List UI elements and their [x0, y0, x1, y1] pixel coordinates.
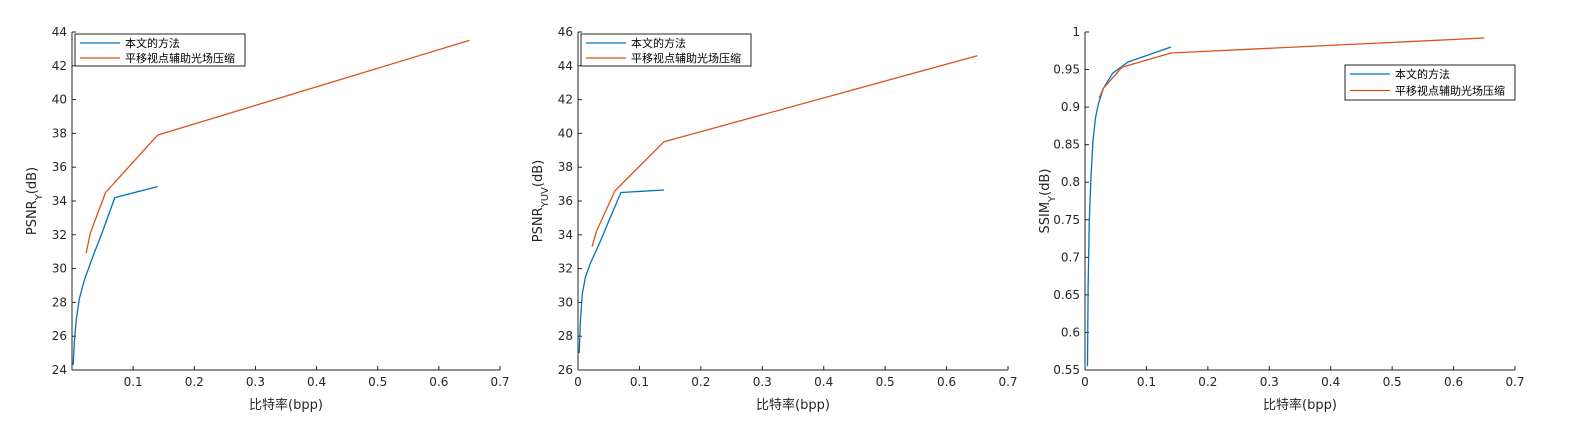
y-tick-label: 42	[52, 59, 67, 73]
y-tick-label: 0.85	[1053, 138, 1080, 152]
y-axis-label-main: PSNR	[531, 207, 546, 242]
x-tick-label: 0.1	[1137, 375, 1156, 389]
y-axis-label-unit: (dB)	[531, 160, 546, 187]
chart-ssim-y: 0 0.1 0.2 0.3 0.4 0.5 0.6 0.7 0.55 0.6 0.65 0.7 0.75…	[1038, 25, 1525, 413]
y-tick-label: 0.95	[1053, 63, 1080, 77]
x-tick-label: 0.5	[1383, 375, 1402, 389]
x-tick-label: 0.4	[307, 375, 326, 389]
y-axis-label-sub: Y	[34, 193, 45, 201]
x-tick-label: 0.5	[368, 375, 387, 389]
x-tick-label: 0.6	[429, 375, 448, 389]
x-tick-label: 0.6	[937, 375, 956, 389]
x-tick-label: 0.7	[998, 375, 1017, 389]
x-axis-label: 比特率(bpp)	[1263, 397, 1337, 413]
y-axis-label: PSNRY(dB)	[25, 167, 45, 235]
y-tick-label: 38	[52, 126, 67, 140]
y-tick-label: 30	[52, 262, 67, 276]
legend-entry: 平移视点辅助光场压缩	[125, 51, 235, 65]
y-tick-label: 0.75	[1053, 213, 1080, 227]
legend-box	[580, 33, 752, 67]
y-tick-label: 1	[1072, 25, 1080, 39]
y-tick-label: 44	[52, 25, 67, 39]
x-tick-label: 0.7	[490, 375, 509, 389]
legend-box	[74, 33, 246, 67]
y-tick-label: 32	[558, 262, 573, 276]
x-tick-label: 0.4	[1321, 375, 1340, 389]
y-axis-label: SSIMY(dB)	[1038, 169, 1058, 234]
series-line-proposed	[1086, 46, 1172, 367]
x-tick-label: 0	[574, 375, 582, 389]
series-line-proposed	[578, 189, 665, 354]
y-tick-label: 34	[52, 194, 67, 208]
y-axis-label-sub: YUV	[540, 187, 551, 208]
legend-entry: 本文的方法	[631, 36, 686, 50]
legend-entry: 本文的方法	[1395, 67, 1450, 81]
x-tick-label: 0	[1081, 375, 1089, 389]
x-tick-label: 0.2	[185, 375, 204, 389]
y-tick-label: 24	[52, 363, 67, 377]
x-tick-label: 0.5	[876, 375, 895, 389]
x-tick-label: 0.7	[1505, 375, 1524, 389]
chart-psnr-yuv: 0 0.1 0.2 0.3 0.4 0.5 0.6 0.7 26 28 30 32 34 36 38 40 42…	[531, 25, 1018, 413]
y-axis-label-unit: (dB)	[1038, 169, 1053, 196]
x-tick-label: 0.1	[124, 375, 143, 389]
x-tick-label: 0.4	[814, 375, 833, 389]
y-tick-label: 0.55	[1053, 363, 1080, 377]
y-tick-label: 36	[558, 194, 573, 208]
legend-entry: 平移视点辅助光场压缩	[631, 51, 741, 65]
y-tick-label: 42	[558, 93, 573, 107]
y-tick-label: 34	[558, 228, 573, 242]
y-tick-label: 0.65	[1053, 288, 1080, 302]
x-axis-label: 比特率(bpp)	[756, 397, 830, 413]
x-tick-label: 0.2	[691, 375, 710, 389]
y-tick-label: 32	[52, 228, 67, 242]
y-tick-label: 0.6	[1061, 325, 1080, 339]
y-tick-label: 26	[558, 363, 573, 377]
series-line-shifted-view	[1098, 37, 1485, 99]
x-axis-label: 比特率(bpp)	[249, 397, 323, 413]
legend-entry: 本文的方法	[125, 36, 180, 50]
y-tick-label: 0.8	[1061, 175, 1080, 189]
legend-box	[1344, 64, 1516, 101]
x-tick-label: 0.6	[1444, 375, 1463, 389]
y-tick-label: 28	[52, 295, 67, 309]
y-tick-label: 26	[52, 329, 67, 343]
series-line-shifted-view	[591, 55, 978, 247]
series-line-shifted-view	[85, 39, 470, 254]
y-tick-label: 28	[558, 329, 573, 343]
y-tick-label: 36	[52, 160, 67, 174]
legend-entry: 平移视点辅助光场压缩	[1395, 84, 1505, 98]
y-tick-label: 30	[558, 295, 573, 309]
y-tick-label: 40	[558, 126, 573, 140]
y-tick-label: 40	[52, 93, 67, 107]
y-axis-label-main: SSIM	[1038, 202, 1053, 234]
x-tick-label: 0.1	[630, 375, 649, 389]
x-tick-label: 0.3	[753, 375, 772, 389]
x-tick-label: 0.3	[1260, 375, 1279, 389]
y-tick-label: 0.7	[1061, 250, 1080, 264]
series-line-proposed	[72, 185, 158, 365]
x-tick-label: 0.2	[1198, 375, 1217, 389]
y-axis-label-unit: (dB)	[25, 167, 40, 194]
y-tick-label: 0.9	[1061, 100, 1080, 114]
y-tick-label: 46	[558, 25, 573, 39]
x-tick-label: 0.3	[246, 375, 265, 389]
y-axis-label: PSNRYUV(dB)	[531, 160, 551, 242]
y-axis-label-sub: Y	[1047, 195, 1058, 203]
y-tick-label: 44	[558, 59, 573, 73]
y-tick-label: 38	[558, 160, 573, 174]
chart-psnr-y: 0.1 0.2 0.3 0.4 0.5 0.6 0.7 24 26 28 30 32 34 36 38 40 4…	[25, 25, 510, 413]
y-axis-label-main: PSNR	[25, 200, 40, 235]
